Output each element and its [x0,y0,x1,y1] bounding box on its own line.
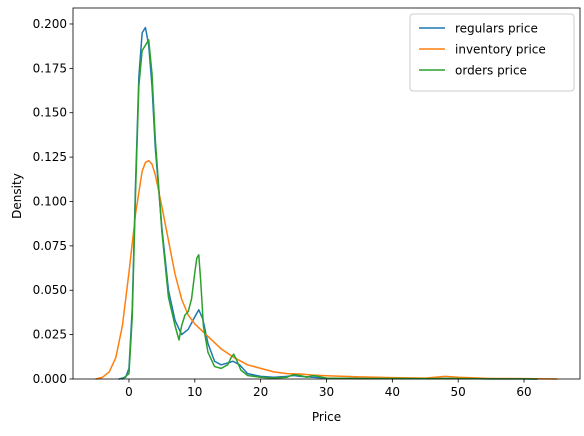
x-tick-label: 50 [451,385,466,399]
y-tick-label: 0.150 [33,106,67,120]
x-axis-label: Price [312,410,341,424]
x-tick-label: 20 [253,385,268,399]
y-tick-label: 0.175 [33,61,67,75]
y-tick-label: 0.075 [33,239,67,253]
x-tick-label: 40 [385,385,400,399]
plot-layer [95,26,558,380]
y-tick-label: 0.000 [33,372,67,386]
legend-label-0: regulars price [455,22,538,36]
y-tick-label: 0.100 [33,194,67,208]
legend-label-2: orders price [455,64,527,78]
y-tick-label: 0.200 [33,17,67,31]
x-tick-label: 0 [125,385,133,399]
legend-label-1: inventory price [455,43,546,57]
y-axis-label: Density [10,173,24,219]
y-tick-label: 0.125 [33,150,67,164]
y-tick-label: 0.050 [33,283,67,297]
x-tick-label: 30 [319,385,334,399]
y-tick-label: 0.025 [33,328,67,342]
x-tick-label: 60 [516,385,531,399]
legend-box [409,13,575,92]
legend: regulars price inventory price orders pric… [409,13,575,92]
x-tick-label: 10 [187,385,202,399]
axis-layer: 0 10 20 30 40 50 60 0.000 0.025 0.050 0.075 0.100 0.… [33,7,581,399]
series-line-2 [121,39,538,380]
